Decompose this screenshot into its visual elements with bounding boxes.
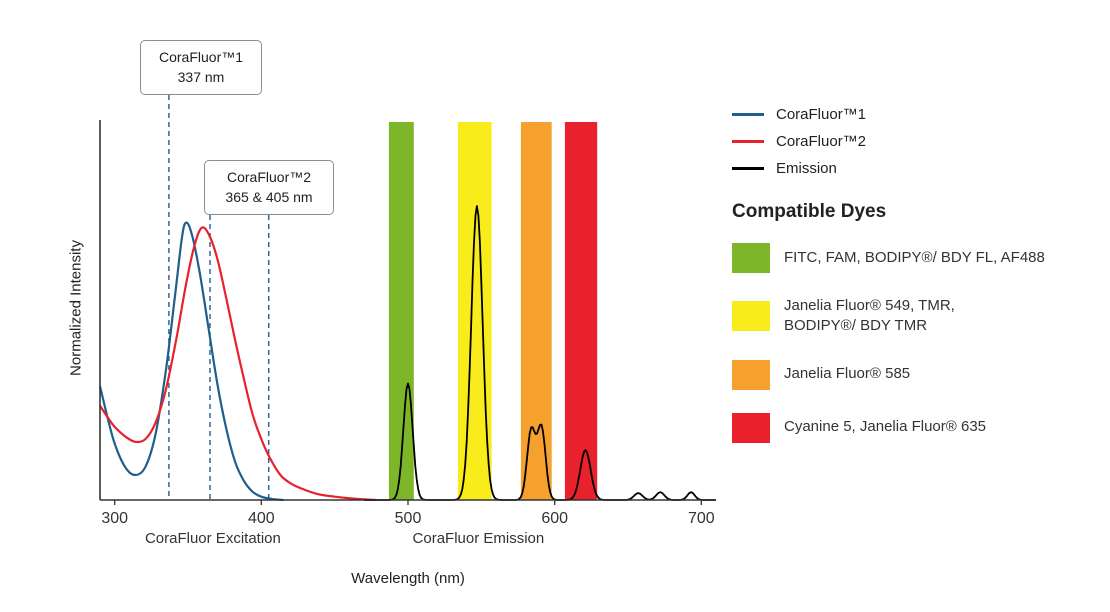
x-tick-label-600: 600 bbox=[541, 510, 568, 527]
filter-band-fitc-fam-bodipyfl-af488 bbox=[388, 122, 414, 500]
dye-label-green: FITC, FAM, BODIPY®/ BDY FL, AF488 bbox=[784, 248, 1045, 266]
callout-corafluor2-365-405nm: CoraFluor™2 365 & 405 nm bbox=[204, 160, 334, 215]
dye-row-orange: Janelia Fluor® 585 bbox=[732, 359, 1104, 390]
x-tick-label-300: 300 bbox=[101, 510, 128, 527]
y-axis-label: Normalized Intensity bbox=[67, 240, 85, 376]
x-tick-label-500: 500 bbox=[395, 510, 422, 527]
dye-label-yellow: Janelia Fluor® 549, TMR, BODIPY®/ BDY TM… bbox=[784, 297, 955, 335]
filter-band-jf585 bbox=[520, 122, 552, 500]
spectra-chart-svg: 300 400 500 600 700 CoraFluor Excitation CoraF… bbox=[98, 95, 716, 547]
legend-item-corafluor1: CoraFluor™1 bbox=[732, 106, 1104, 123]
x-axis-label: Wavelength (nm) bbox=[351, 570, 465, 587]
callout-value: 365 & 405 nm bbox=[225, 189, 313, 206]
dye-swatch-yellow bbox=[732, 301, 770, 332]
series-corafluor-1-curve bbox=[98, 221, 284, 502]
callout-title: CoraFluor™2 bbox=[226, 169, 312, 185]
callout-title: CoraFluor™1 bbox=[158, 49, 244, 65]
dye-swatch-orange bbox=[732, 359, 770, 390]
dye-label-red: Cyanine 5, Janelia Fluor® 635 bbox=[784, 418, 987, 436]
x-tick-label-400: 400 bbox=[248, 510, 275, 527]
legend-line-sample-corafluor2 bbox=[732, 140, 764, 143]
callout-corafluor1-337nm: CoraFluor™1 337 nm bbox=[140, 40, 262, 95]
filter-band-cy5-jf635 bbox=[564, 122, 598, 500]
dye-row-yellow: Janelia Fluor® 549, TMR, BODIPY®/ BDY TM… bbox=[732, 296, 1104, 337]
x-tick-label-700: 700 bbox=[688, 510, 715, 527]
legend-label-emission: Emission bbox=[776, 160, 837, 177]
legend-line-sample-emission bbox=[732, 167, 764, 170]
legend-label-corafluor1: CoraFluor™1 bbox=[776, 106, 867, 123]
side-panel: CoraFluor™1 CoraFluor™2 Emission Compati… bbox=[732, 106, 1104, 466]
chart-legend: CoraFluor™1 CoraFluor™2 Emission bbox=[732, 106, 1104, 177]
legend-line-sample-corafluor1 bbox=[732, 113, 764, 116]
dye-row-green: FITC, FAM, BODIPY®/ BDY FL, AF488 bbox=[732, 243, 1104, 273]
dye-swatch-red bbox=[732, 412, 770, 443]
dye-label-orange: Janelia Fluor® 585 bbox=[784, 365, 911, 383]
legend-label-corafluor2: CoraFluor™2 bbox=[776, 133, 867, 150]
dye-swatch-green bbox=[732, 243, 770, 273]
filter-band-jf549-tmr-bodipytmr bbox=[457, 122, 492, 500]
callout-value: 337 nm bbox=[177, 69, 225, 86]
dye-row-red: Cyanine 5, Janelia Fluor® 635 bbox=[732, 412, 1104, 443]
x-region-label-corafluor-emission: CoraFluor Emission bbox=[413, 530, 545, 547]
legend-item-emission: Emission bbox=[732, 160, 1104, 177]
dye-list: FITC, FAM, BODIPY®/ BDY FL, AF488 Janeli… bbox=[732, 243, 1104, 443]
legend-item-corafluor2: CoraFluor™2 bbox=[732, 133, 1104, 150]
x-region-label-corafluor-excitation: CoraFluor Excitation bbox=[145, 530, 281, 547]
series-corafluor-2-curve bbox=[99, 226, 376, 502]
compatible-dyes-heading: Compatible Dyes bbox=[732, 201, 887, 222]
